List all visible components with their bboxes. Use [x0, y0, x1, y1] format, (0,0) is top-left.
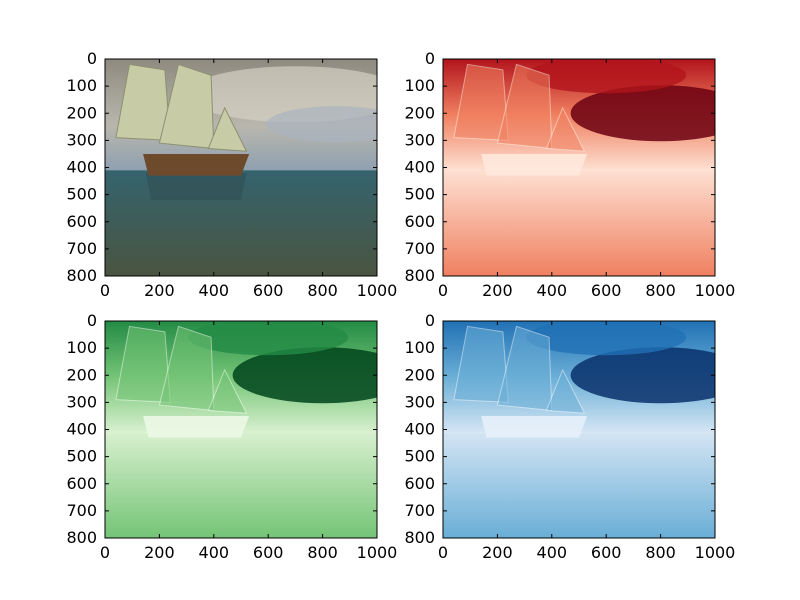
ship-sail [545, 368, 586, 414]
sea-region [105, 432, 377, 538]
y-tick-label: 200 [66, 103, 97, 122]
x-tick-label: 800 [307, 543, 338, 562]
y-tick-label: 800 [404, 266, 435, 285]
dark-cloud-shape [570, 347, 715, 404]
ship-hull [143, 415, 250, 438]
ship-sail [496, 325, 553, 412]
y-tick-label: 0 [87, 49, 97, 68]
x-tick-label: 400 [199, 281, 230, 300]
y-tick-label: 600 [404, 474, 435, 493]
y-tick-label: 300 [404, 392, 435, 411]
image-panel-4 [443, 321, 715, 538]
ship-sail [207, 368, 248, 414]
dark-cloud-shape [232, 347, 377, 404]
y-tick-label: 600 [66, 474, 97, 493]
y-tick-label: 300 [404, 130, 435, 149]
y-tick-label: 800 [66, 266, 97, 285]
x-tick-label: 1000 [695, 281, 736, 300]
x-tick-label: 400 [199, 543, 230, 562]
x-tick-label: 200 [144, 543, 175, 562]
ship-sail [158, 325, 215, 412]
ship-sail [453, 63, 509, 141]
y-tick-label: 700 [404, 239, 435, 258]
ship-hull [481, 415, 588, 438]
dark-cloud-shape [188, 321, 349, 356]
y-tick-label: 0 [87, 311, 97, 330]
y-tick-label: 200 [404, 365, 435, 384]
y-tick-label: 300 [66, 392, 97, 411]
ship-reflection [145, 172, 247, 201]
x-tick-label: 600 [253, 543, 284, 562]
sea-region [105, 170, 377, 276]
y-tick-label: 700 [66, 239, 97, 258]
y-tick-label: 400 [404, 420, 435, 439]
y-tick-label: 300 [66, 130, 97, 149]
y-tick-label: 700 [66, 501, 97, 520]
y-tick-label: 800 [66, 528, 97, 547]
x-tick-label: 600 [591, 543, 622, 562]
ship-sail [496, 63, 553, 150]
ship-sail [545, 106, 586, 152]
x-tick-label: 0 [100, 543, 110, 562]
y-tick-label: 500 [404, 447, 435, 466]
y-tick-label: 500 [404, 185, 435, 204]
y-tick-label: 400 [66, 158, 97, 177]
x-tick-label: 200 [144, 281, 175, 300]
y-tick-label: 600 [404, 212, 435, 231]
ship-hull [481, 153, 588, 176]
image-panel-2 [443, 59, 715, 276]
x-tick-label: 800 [645, 543, 676, 562]
y-tick-label: 200 [404, 103, 435, 122]
y-tick-label: 100 [66, 76, 97, 95]
y-tick-label: 100 [404, 76, 435, 95]
dark-cloud-shape [526, 59, 687, 94]
x-tick-label: 600 [591, 281, 622, 300]
x-tick-label: 1000 [695, 543, 736, 562]
ship-sail [115, 325, 171, 403]
x-tick-label: 200 [482, 543, 513, 562]
x-tick-label: 400 [537, 281, 568, 300]
ship-sail [207, 106, 248, 152]
y-tick-label: 400 [66, 420, 97, 439]
dark-cloud-shape [570, 85, 715, 142]
y-tick-label: 0 [425, 49, 435, 68]
x-tick-label: 1000 [357, 281, 398, 300]
x-tick-label: 800 [645, 281, 676, 300]
dark-cloud-shape [526, 321, 687, 356]
y-tick-label: 800 [404, 528, 435, 547]
y-tick-label: 100 [66, 338, 97, 357]
x-tick-label: 400 [537, 543, 568, 562]
y-tick-label: 100 [404, 338, 435, 357]
x-tick-label: 0 [438, 543, 448, 562]
y-tick-label: 600 [66, 212, 97, 231]
sea-region [443, 432, 715, 538]
x-tick-label: 0 [100, 281, 110, 300]
y-tick-label: 200 [66, 365, 97, 384]
y-tick-label: 0 [425, 311, 435, 330]
x-tick-label: 200 [482, 281, 513, 300]
x-tick-label: 600 [253, 281, 284, 300]
y-tick-label: 400 [404, 158, 435, 177]
x-tick-label: 800 [307, 281, 338, 300]
cloud-shape [266, 106, 377, 143]
ship-sail [453, 325, 509, 403]
ship-sail [158, 63, 215, 150]
y-tick-label: 500 [66, 447, 97, 466]
image-panel-3 [105, 321, 377, 538]
y-tick-label: 700 [404, 501, 435, 520]
ship-hull [143, 153, 250, 176]
image-panel-1 [105, 59, 377, 276]
ship-sail [115, 63, 171, 141]
x-tick-label: 0 [438, 281, 448, 300]
sea-region [443, 170, 715, 276]
x-tick-label: 1000 [357, 543, 398, 562]
y-tick-label: 500 [66, 185, 97, 204]
